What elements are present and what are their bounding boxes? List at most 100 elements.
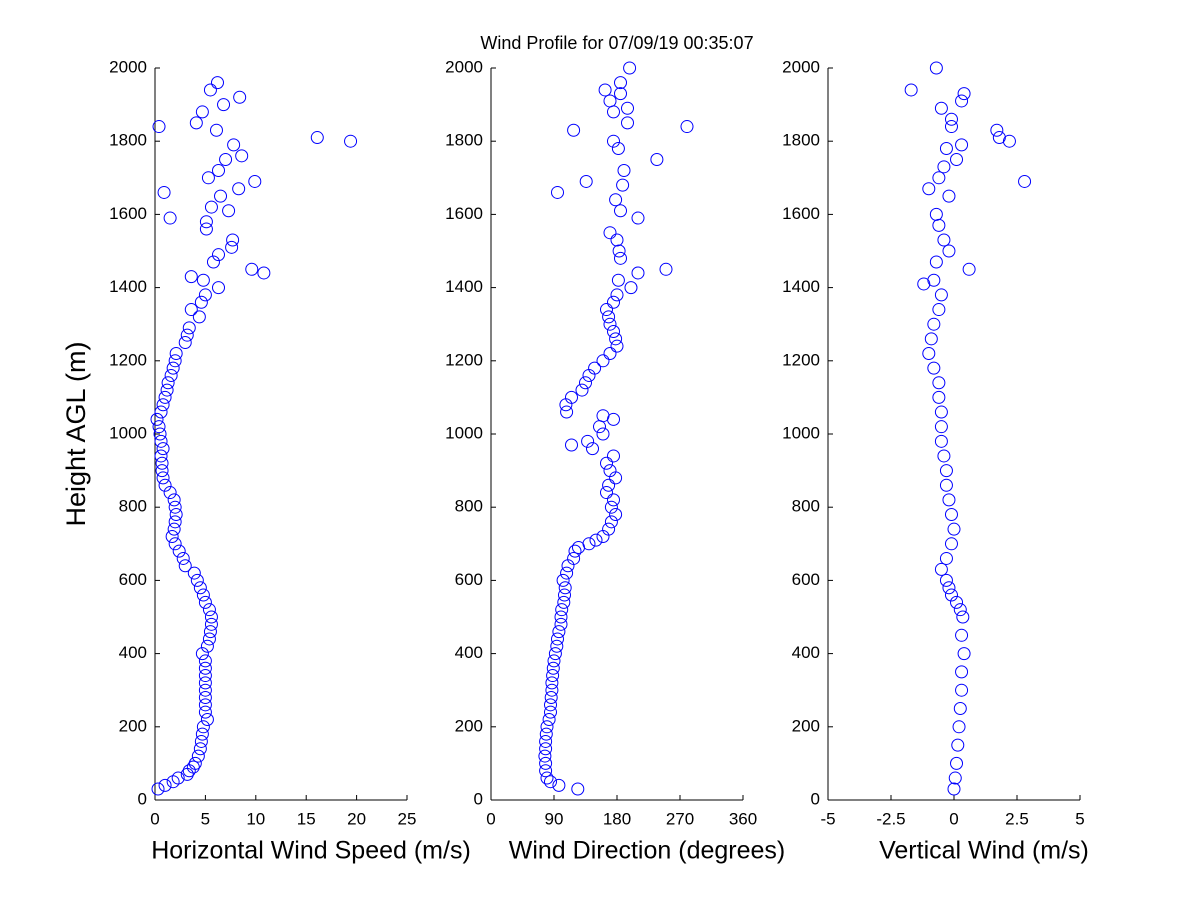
data-point	[990, 123, 1004, 137]
y-tick-label: 600	[792, 570, 820, 589]
data-point	[596, 354, 610, 368]
data-point	[582, 537, 596, 551]
data-point	[956, 610, 970, 624]
data-point	[927, 273, 941, 287]
data-point	[182, 321, 196, 335]
x-axis-label: Wind Direction (degrees)	[509, 837, 786, 865]
data-point	[950, 595, 964, 609]
data-point	[955, 665, 969, 679]
data-point	[157, 185, 171, 199]
data-point	[950, 756, 964, 770]
data-point	[156, 471, 170, 485]
data-point	[611, 273, 625, 287]
data-point	[944, 508, 958, 522]
data-point	[610, 339, 624, 353]
data-point	[158, 778, 172, 792]
data-point	[194, 734, 208, 748]
data-point	[198, 705, 212, 719]
data-point	[624, 281, 638, 295]
data-point	[596, 409, 610, 423]
data-point	[631, 211, 645, 225]
data-point	[621, 101, 634, 115]
y-tick-label: 600	[119, 570, 147, 589]
data-point	[951, 738, 965, 752]
data-point	[957, 647, 971, 661]
x-tick-label: 25	[398, 809, 417, 828]
x-tick-label: 0	[949, 809, 958, 828]
data-point	[193, 581, 207, 595]
data-point	[939, 464, 953, 478]
data-point	[650, 153, 664, 166]
data-point	[934, 101, 948, 115]
data-point	[944, 112, 958, 126]
y-tick-label: 1600	[109, 204, 147, 223]
data-point	[158, 478, 172, 492]
data-point	[609, 508, 623, 522]
data-point	[152, 120, 166, 134]
y-tick-label: 1000	[109, 423, 147, 442]
data-point	[659, 262, 673, 276]
data-point	[575, 383, 589, 397]
data-point	[614, 76, 627, 90]
x-tick-label: 10	[246, 809, 265, 828]
data-point	[233, 90, 247, 104]
y-tick-label: 2000	[782, 57, 820, 76]
data-point	[204, 610, 218, 624]
y-tick-label: 1600	[782, 204, 820, 223]
data-point	[589, 533, 603, 547]
data-point	[568, 544, 582, 558]
data-point	[201, 171, 215, 185]
data-point	[195, 727, 209, 741]
data-point	[614, 251, 627, 265]
data-point	[932, 303, 946, 317]
data-point	[939, 551, 953, 565]
data-point	[176, 551, 190, 565]
x-tick-label: 180	[603, 809, 631, 828]
data-point	[614, 87, 627, 101]
data-point	[602, 310, 616, 324]
data-point	[544, 691, 558, 705]
data-point	[154, 434, 168, 448]
data-point	[545, 676, 559, 690]
data-point	[198, 595, 212, 609]
data-point	[195, 647, 209, 661]
data-point	[204, 617, 218, 631]
data-point	[167, 493, 181, 507]
data-point	[235, 149, 249, 163]
data-point	[942, 189, 956, 203]
data-point	[178, 336, 192, 349]
data-point	[198, 683, 212, 697]
y-tick-label: 800	[119, 497, 147, 516]
x-tick-label: 20	[347, 809, 366, 828]
y-tick-label: 2000	[445, 57, 483, 76]
data-point	[217, 98, 231, 112]
data-point	[169, 346, 183, 360]
data-point	[544, 775, 557, 789]
data-point	[200, 639, 214, 653]
x-axis-label: Horizontal Wind Speed (m/s)	[151, 837, 471, 865]
data-point	[257, 266, 271, 280]
data-point	[602, 478, 616, 492]
data-point	[929, 61, 943, 75]
data-point	[196, 273, 210, 287]
data-point	[939, 142, 953, 156]
data-point	[567, 123, 581, 137]
data-point	[579, 376, 592, 390]
data-point	[934, 420, 948, 434]
data-point	[937, 160, 951, 174]
data-point	[156, 398, 170, 412]
data-point	[947, 522, 961, 536]
data-point	[955, 138, 969, 152]
data-point	[344, 134, 358, 148]
data-point	[198, 669, 212, 683]
x-tick-label: 90	[545, 809, 564, 828]
data-point	[604, 515, 618, 529]
data-point	[214, 189, 228, 203]
data-point	[603, 94, 617, 108]
data-point	[160, 383, 174, 397]
y-tick-label: 400	[119, 643, 147, 662]
y-tick-label: 200	[119, 716, 147, 735]
data-point	[153, 427, 167, 441]
data-point	[942, 244, 956, 258]
